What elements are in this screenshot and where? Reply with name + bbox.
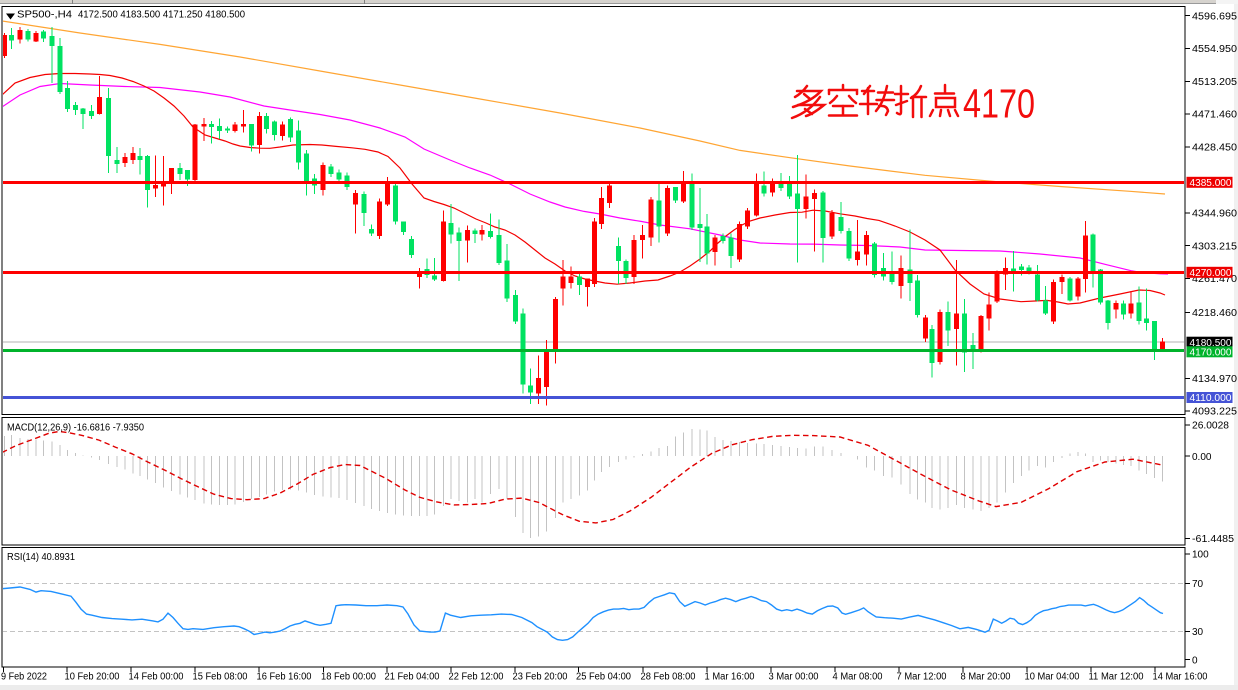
svg-text:MACD(12,26,9) -16.6816 -7.9350: MACD(12,26,9) -16.6816 -7.9350 [7,423,144,434]
svg-text:4303.215: 4303.215 [1192,241,1237,252]
svg-text:4428.450: 4428.450 [1192,143,1237,154]
svg-text:1 Mar 16:00: 1 Mar 16:00 [705,672,755,683]
svg-text:4596.695: 4596.695 [1192,11,1237,22]
svg-text:3 Mar 00:00: 3 Mar 00:00 [769,672,819,683]
svg-text:4270.000: 4270.000 [1190,268,1232,279]
svg-text:26.0028: 26.0028 [1192,421,1229,432]
svg-text:18 Feb 00:00: 18 Feb 00:00 [321,672,376,683]
svg-text:4180.500: 4180.500 [1190,338,1232,349]
svg-text:14 Feb 00:00: 14 Feb 00:00 [129,672,184,683]
svg-text:7 Mar 12:00: 7 Mar 12:00 [897,672,947,683]
svg-text:0.00: 0.00 [1192,452,1212,463]
svg-text:4554.950: 4554.950 [1192,44,1237,55]
svg-text:10 Feb 20:00: 10 Feb 20:00 [65,672,120,683]
svg-text:30: 30 [1192,627,1204,638]
svg-text:0: 0 [1192,655,1198,666]
svg-text:4261.470: 4261.470 [1192,274,1237,285]
svg-text:8 Mar 20:00: 8 Mar 20:00 [961,672,1011,683]
svg-text:4170.000: 4170.000 [1190,348,1232,359]
svg-text:10 Mar 04:00: 10 Mar 04:00 [1025,672,1080,683]
svg-text:4471.460: 4471.460 [1192,110,1237,121]
svg-text:4385.000: 4385.000 [1190,178,1232,189]
svg-text:4 Mar 08:00: 4 Mar 08:00 [833,672,883,683]
svg-text:25 Feb 04:00: 25 Feb 04:00 [576,672,631,683]
svg-text:9 Feb 2022: 9 Feb 2022 [1,672,47,683]
svg-text:4093.225: 4093.225 [1192,407,1237,418]
svg-text:28 Feb 08:00: 28 Feb 08:00 [641,672,696,683]
svg-text:4134.970: 4134.970 [1192,374,1237,385]
svg-text:16 Feb 16:00: 16 Feb 16:00 [257,672,312,683]
svg-text:70: 70 [1192,579,1204,590]
svg-text:14 Mar 16:00: 14 Mar 16:00 [1153,672,1208,683]
svg-text:11 Mar 12:00: 11 Mar 12:00 [1089,672,1144,683]
svg-text:23 Feb 20:00: 23 Feb 20:00 [513,672,568,683]
svg-text:4172.500 4183.500 4171.250 418: 4172.500 4183.500 4171.250 4180.500 [78,10,245,21]
svg-text:-61.4485: -61.4485 [1192,534,1234,545]
svg-text:100: 100 [1192,550,1209,561]
svg-text:4110.000: 4110.000 [1190,393,1232,404]
svg-text:22 Feb 12:00: 22 Feb 12:00 [449,672,504,683]
svg-text:4170: 4170 [963,81,1035,127]
svg-text:4218.460: 4218.460 [1192,308,1237,319]
svg-text:SP500-,H4: SP500-,H4 [17,10,72,21]
svg-text:21 Feb 04:00: 21 Feb 04:00 [385,672,440,683]
svg-text:RSI(14) 40.8931: RSI(14) 40.8931 [7,552,75,563]
svg-text:4513.205: 4513.205 [1192,77,1237,88]
svg-text:4344.960: 4344.960 [1192,209,1237,220]
svg-text:15 Feb 08:00: 15 Feb 08:00 [193,672,248,683]
